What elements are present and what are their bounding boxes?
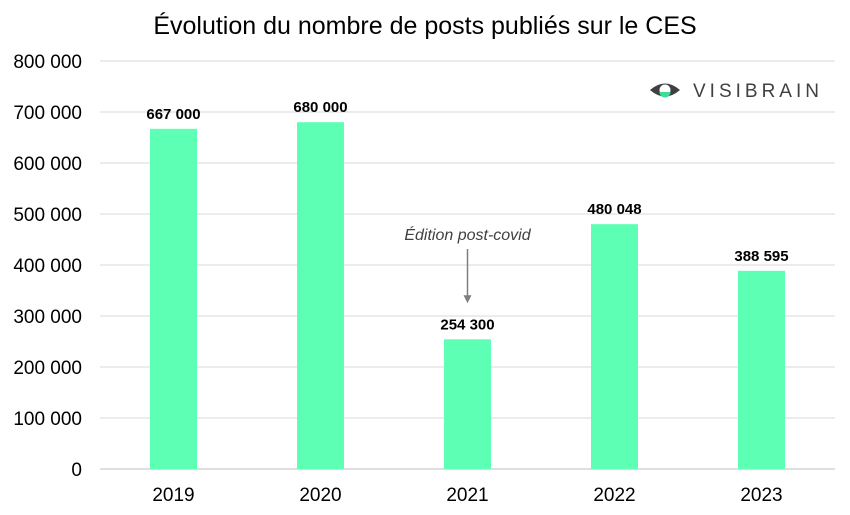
y-tick-label: 500 000 xyxy=(13,205,82,226)
x-tick-label: 2023 xyxy=(740,485,782,506)
data-label: 667 000 xyxy=(146,106,200,123)
y-tick-label: 600 000 xyxy=(13,154,82,175)
data-labels: 667 000 680 000 254 300 480 048 388 595 xyxy=(146,99,788,333)
annotation-arrow-head xyxy=(463,295,472,304)
x-axis: 2019 2020 2021 2022 2023 xyxy=(152,485,782,506)
data-label: 388 595 xyxy=(734,248,788,265)
bar xyxy=(297,122,344,469)
x-tick-label: 2019 xyxy=(152,485,194,506)
y-axis: 0 100 000 200 000 300 000 400 000 500 000 600 … xyxy=(13,52,82,481)
y-tick-label: 300 000 xyxy=(13,307,82,328)
x-tick-label: 2021 xyxy=(446,485,488,506)
y-tick-label: 800 000 xyxy=(13,52,82,73)
y-tick-label: 100 000 xyxy=(13,409,82,430)
data-label: 254 300 xyxy=(440,316,494,333)
bars xyxy=(150,122,785,469)
x-tick-label: 2022 xyxy=(593,485,635,506)
annotation: Édition post-covid xyxy=(404,225,532,304)
y-tick-label: 0 xyxy=(71,460,82,481)
logo-text: VISIBRAIN xyxy=(693,81,823,102)
bar xyxy=(738,270,785,469)
logo: VISIBRAIN xyxy=(650,81,823,102)
y-tick-label: 700 000 xyxy=(13,103,82,124)
annotation-text: Édition post-covid xyxy=(404,225,531,244)
chart-title: Évolution du nombre de posts publiés sur… xyxy=(153,11,696,40)
bar xyxy=(444,339,491,469)
bar xyxy=(591,224,638,469)
data-label: 680 000 xyxy=(293,99,347,116)
eye-icon xyxy=(650,83,680,98)
y-tick-label: 400 000 xyxy=(13,256,82,277)
data-label: 480 048 xyxy=(587,201,641,218)
x-tick-label: 2020 xyxy=(299,485,341,506)
bar xyxy=(150,128,197,469)
y-tick-label: 200 000 xyxy=(13,358,82,379)
